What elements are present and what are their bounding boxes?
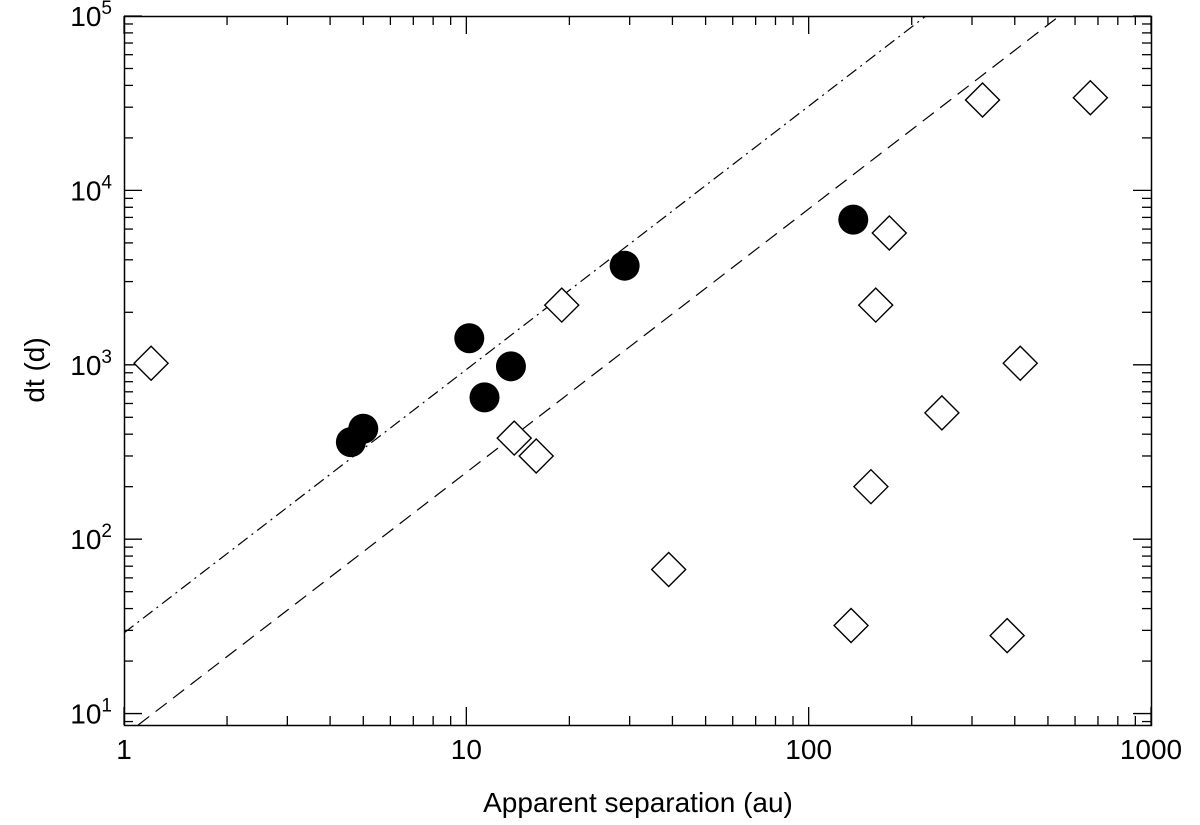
y-tick-label: 104 — [70, 172, 112, 206]
x-tick-label: 1 — [116, 734, 132, 765]
plot-frame — [123, 15, 1153, 727]
open-diamond-point — [1072, 79, 1109, 116]
y-tick-label: 105 — [70, 0, 112, 32]
filled-circle-point — [609, 250, 640, 281]
y-tick-label: 101 — [70, 696, 112, 730]
filled-circle-point — [348, 413, 379, 444]
open-diamond-point — [871, 214, 908, 251]
filled-circle-point — [838, 204, 869, 235]
y-axis-label: dt (d) — [19, 337, 50, 402]
x-axis-label: Apparent separation (au) — [483, 787, 793, 818]
open-diamond-point — [543, 287, 580, 324]
y-tick-label: 103 — [70, 347, 112, 381]
open-diamond-point — [133, 345, 170, 382]
open-diamond-point — [518, 437, 555, 474]
open-diamond-point — [496, 420, 533, 457]
open-diamond-point — [650, 551, 687, 588]
open-diamond-point — [857, 287, 894, 324]
open-diamond-point — [964, 81, 1001, 118]
y-tick-label: 102 — [70, 521, 112, 555]
filled-circle-point — [454, 323, 485, 354]
open-diamond-point — [923, 394, 960, 431]
reference-lines — [124, 16, 1060, 725]
dashed-reference-line — [137, 16, 1060, 725]
axis-ticks — [123, 15, 1152, 725]
data-points — [133, 79, 1109, 654]
open-diamond-point — [833, 607, 870, 644]
open-diamond-point — [852, 468, 889, 505]
x-tick-label: 100 — [785, 734, 832, 765]
dash-dot-reference-line — [124, 16, 927, 634]
x-tick-label: 10 — [451, 734, 482, 765]
filled-circle-point — [469, 382, 500, 413]
filled-circle-point — [495, 351, 526, 382]
x-tick-label: 1000 — [1120, 734, 1182, 765]
open-diamond-point — [1002, 345, 1039, 382]
open-diamond-point — [989, 617, 1026, 654]
tick-labels: 1 10 100 1000 101 102 103 104 105 — [70, 0, 1182, 765]
